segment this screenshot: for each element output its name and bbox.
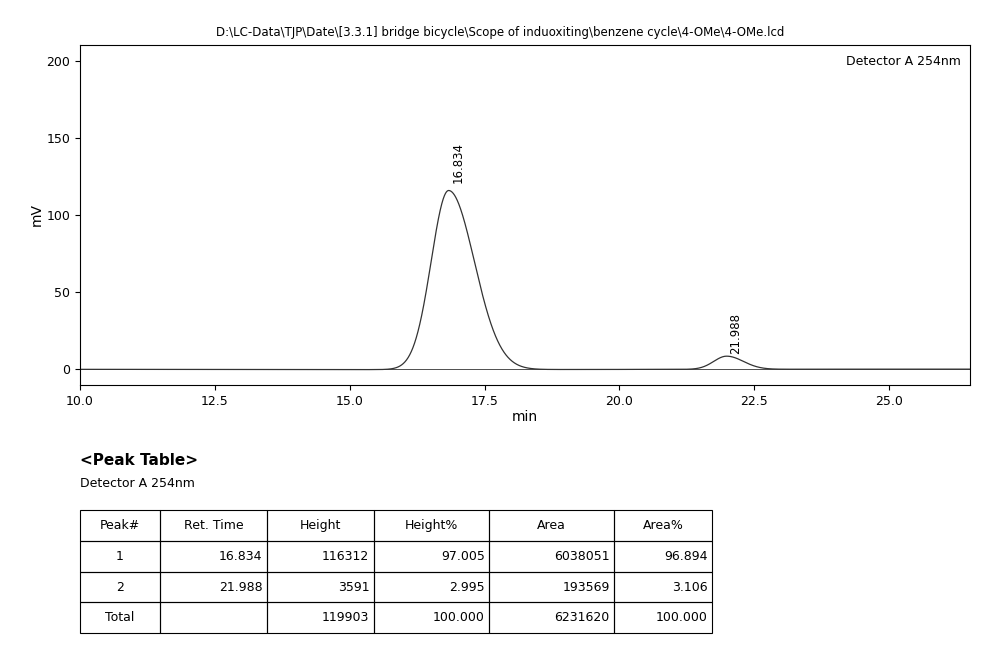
Text: 6038051: 6038051 [554, 550, 610, 562]
Text: <Peak Table>: <Peak Table> [80, 453, 198, 468]
Text: 21.988: 21.988 [219, 580, 262, 593]
Bar [374, 510, 489, 541]
Text: 100.000: 100.000 [656, 611, 707, 624]
Text: Total: Total [105, 611, 135, 624]
Text: 193569: 193569 [562, 580, 610, 593]
Text: 116312: 116312 [322, 550, 369, 562]
Bar [160, 510, 267, 541]
Text: D:\LC-Data\TJP\Date\[3.3.1] bridge bicycle\Scope of induoxiting\benzene cycle\4-: D:\LC-Data\TJP\Date\[3.3.1] bridge bicyc… [216, 26, 784, 39]
Text: Detector A 254nm: Detector A 254nm [846, 55, 961, 68]
Bar [80, 571, 160, 602]
Bar [489, 571, 614, 602]
Bar [374, 541, 489, 571]
Text: 6231620: 6231620 [554, 611, 610, 624]
Text: Detector A 254nm: Detector A 254nm [80, 477, 195, 490]
Bar [160, 541, 267, 571]
Bar [374, 571, 489, 602]
Bar [267, 602, 374, 633]
Bar [80, 510, 160, 541]
Text: 21.988: 21.988 [729, 313, 742, 354]
Text: Height: Height [300, 519, 341, 531]
Bar [267, 571, 374, 602]
X-axis label: min: min [512, 410, 538, 424]
Bar [267, 510, 374, 541]
Text: 100.000: 100.000 [433, 611, 485, 624]
Text: Ret. Time: Ret. Time [184, 519, 243, 531]
Text: Height%: Height% [405, 519, 458, 531]
Bar [614, 510, 712, 541]
Bar [267, 541, 374, 571]
Bar [614, 541, 712, 571]
Bar [614, 571, 712, 602]
Text: Area: Area [537, 519, 566, 531]
Text: 3.106: 3.106 [672, 580, 707, 593]
Text: 2: 2 [116, 580, 124, 593]
Text: 119903: 119903 [322, 611, 369, 624]
Bar [374, 602, 489, 633]
Bar [160, 571, 267, 602]
Text: Peak#: Peak# [100, 519, 140, 531]
Text: 3591: 3591 [338, 580, 369, 593]
Bar [80, 541, 160, 571]
Bar [614, 602, 712, 633]
Text: 16.834: 16.834 [219, 550, 262, 562]
Bar [489, 602, 614, 633]
Text: 97.005: 97.005 [441, 550, 485, 562]
Bar [489, 541, 614, 571]
Bar [489, 510, 614, 541]
Bar [160, 602, 267, 633]
Text: 16.834: 16.834 [451, 141, 464, 183]
Bar [80, 602, 160, 633]
Text: 96.894: 96.894 [664, 550, 707, 562]
Y-axis label: mV: mV [30, 203, 44, 226]
Text: 2.995: 2.995 [449, 580, 485, 593]
Text: Area%: Area% [643, 519, 683, 531]
Text: 1: 1 [116, 550, 124, 562]
